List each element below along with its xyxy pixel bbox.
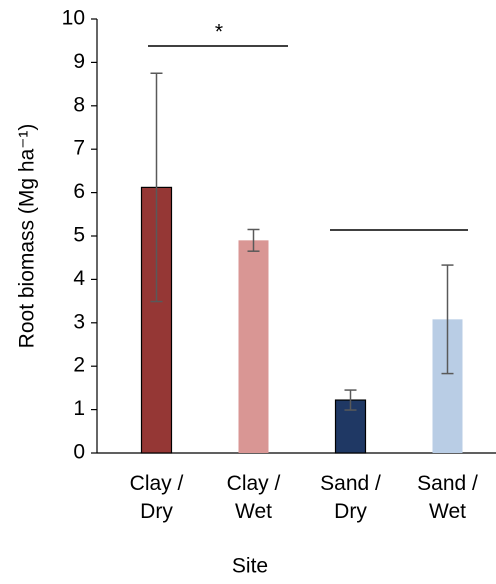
- annotation: *: [215, 21, 223, 44]
- y-tick-label: 0: [73, 441, 85, 464]
- y-axis-label: Root biomass (Mg ha⁻¹): [16, 124, 39, 349]
- y-tick-label: 9: [73, 50, 85, 73]
- y-tick-label: 6: [73, 180, 85, 203]
- bar: [238, 240, 269, 453]
- y-tick-label: 7: [73, 137, 85, 160]
- y-tick-label: 5: [73, 224, 85, 247]
- x-axis-label: Site: [232, 555, 268, 578]
- y-tick-label: 10: [62, 7, 85, 30]
- y-tick-label: 2: [73, 354, 85, 377]
- x-tick-label: Sand / Dry: [320, 472, 381, 523]
- y-tick-label: 4: [73, 267, 85, 290]
- x-tick-label: Clay / Wet: [226, 472, 281, 523]
- y-tick-label: 8: [73, 93, 85, 116]
- y-tick-label: 1: [73, 397, 85, 420]
- y-tick-label: 3: [73, 310, 85, 333]
- x-tick-label: Clay / Dry: [129, 472, 184, 523]
- x-tick-label: Sand / Wet: [417, 472, 478, 523]
